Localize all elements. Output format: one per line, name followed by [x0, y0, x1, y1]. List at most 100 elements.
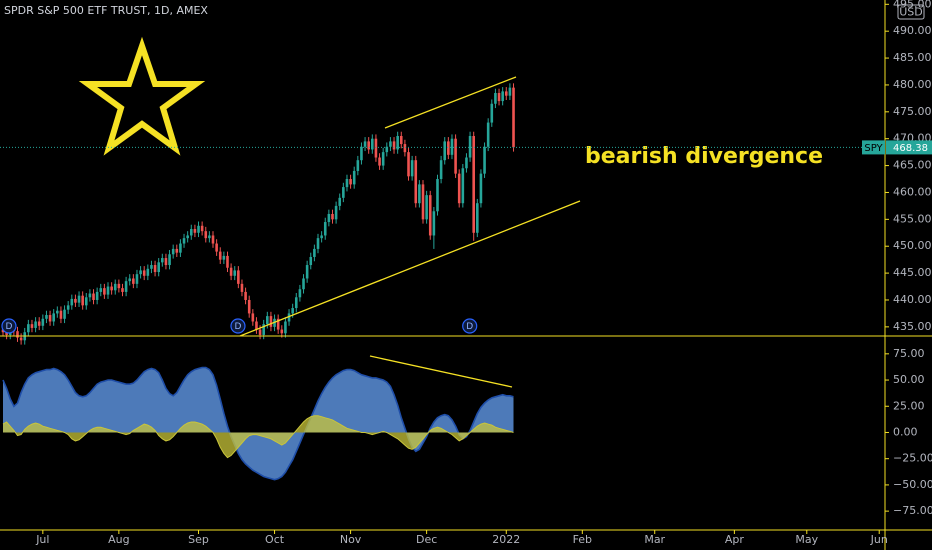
candle-body — [251, 313, 255, 322]
chart-title: SPDR S&P 500 ETF TRUST, 1D, AMEX — [4, 4, 208, 17]
candle-body — [229, 267, 233, 276]
candle-body — [59, 310, 63, 319]
candle-body — [103, 288, 106, 295]
candle-body — [189, 229, 193, 236]
candle-body — [512, 87, 515, 148]
candle-body — [501, 91, 504, 102]
candle-body — [30, 324, 34, 328]
candle-body — [461, 168, 465, 204]
candle-body — [226, 255, 229, 268]
candle-body — [52, 313, 55, 322]
oscillator-area — [3, 415, 514, 458]
x-tick-label: Sep — [188, 533, 209, 546]
candle-body — [237, 270, 240, 284]
y-tick-label: 25.00 — [893, 399, 925, 412]
candle-body — [414, 160, 418, 204]
y-tick-label: 75.00 — [893, 347, 925, 360]
candle-body — [425, 195, 428, 220]
candle-body — [316, 238, 320, 249]
candle-body — [284, 321, 287, 334]
x-tick-label: Apr — [725, 533, 745, 546]
candle-body — [338, 197, 342, 206]
oscillator-line — [2, 415, 514, 459]
candle-body — [168, 254, 171, 266]
candle-body — [476, 203, 479, 233]
candle-body — [389, 141, 392, 147]
candle-body — [84, 297, 88, 306]
y-tick-label: 475.00 — [893, 105, 932, 118]
candle-body — [468, 136, 472, 158]
candle-body — [352, 170, 356, 185]
candle-body — [334, 205, 338, 220]
candle-body — [95, 291, 99, 300]
candle-body — [486, 122, 490, 147]
candle-body — [211, 235, 215, 244]
y-tick-label: −25.00 — [893, 452, 932, 465]
oscillator-area — [3, 367, 514, 480]
x-tick-label: Jun — [870, 533, 888, 546]
x-tick-label: Nov — [340, 533, 362, 546]
x-tick-label: Jul — [35, 533, 49, 546]
candle-body — [240, 283, 244, 292]
candle-body — [124, 281, 128, 292]
candle-body — [186, 235, 189, 239]
candle-body — [349, 179, 352, 185]
candle-body — [106, 286, 110, 295]
candle-body — [371, 138, 374, 150]
candle-body — [454, 138, 457, 174]
candle-body — [19, 337, 23, 341]
candle-body — [479, 173, 483, 204]
candle-body — [218, 251, 222, 260]
candle-body — [450, 138, 454, 155]
candle-body — [490, 103, 494, 123]
dividend-label: D — [466, 322, 473, 332]
candle-body — [428, 195, 432, 236]
candle-body — [313, 248, 316, 257]
candle-body — [342, 187, 345, 198]
candle-body — [27, 324, 30, 333]
candle-body — [439, 160, 443, 180]
candle-body — [37, 321, 41, 326]
y-tick-label: 480.00 — [893, 78, 932, 91]
candle-body — [407, 152, 410, 177]
candle-body — [182, 238, 186, 244]
candle-body — [472, 136, 475, 233]
trend-line — [369, 355, 513, 388]
y-tick-label: 435.00 — [893, 320, 932, 333]
candle-body — [117, 283, 121, 289]
plot-area — [1, 83, 515, 481]
candle-body — [262, 324, 265, 335]
candle-body — [266, 316, 269, 325]
candle-body — [483, 146, 486, 174]
candle-body — [16, 331, 19, 338]
dividend-marker — [1, 318, 17, 334]
candle-body — [294, 297, 298, 309]
candle-body — [193, 229, 197, 233]
candle-body — [396, 136, 399, 150]
y-tick-label: 440.00 — [893, 293, 932, 306]
last-price-value: 468.38 — [893, 143, 928, 154]
candle-body — [66, 305, 70, 310]
candle-body — [457, 173, 461, 204]
candle-body — [34, 321, 37, 328]
candle-body — [410, 160, 414, 177]
candle-body — [81, 295, 84, 306]
y-tick-label: 0.00 — [893, 425, 918, 438]
candle-body — [309, 256, 313, 266]
candle-body — [447, 141, 450, 155]
candle-body — [403, 144, 407, 153]
star-drawing — [78, 36, 206, 156]
last-price-badge — [862, 140, 885, 155]
y-tick-label: 50.00 — [893, 373, 925, 386]
candle-body — [45, 315, 48, 319]
candle-body — [345, 179, 349, 188]
candle-body — [323, 222, 327, 236]
y-tick-label: 450.00 — [893, 239, 932, 252]
candle-body — [302, 278, 305, 290]
candle-body — [392, 141, 396, 150]
candle-body — [5, 332, 8, 335]
candle-body — [142, 270, 146, 276]
y-tick-label: 445.00 — [893, 266, 932, 279]
y-tick-label: 485.00 — [893, 51, 932, 64]
candle-body — [200, 225, 204, 232]
